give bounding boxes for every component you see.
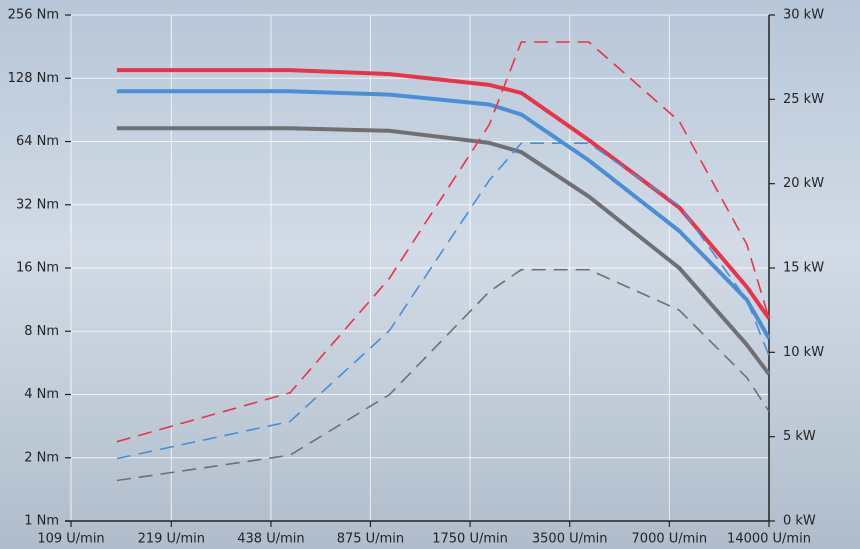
y-tick-label: 4 Nm [24, 387, 59, 402]
x-tick-label: 219 U/min [138, 532, 205, 547]
y2-tick-label: 15 kW [783, 261, 824, 276]
y-tick-label: 128 Nm [8, 71, 59, 86]
y-tick-label: 16 Nm [16, 261, 59, 276]
y2-tick-label: 0 kW [783, 514, 816, 529]
page: {"chart_data": { "type": "line", "x": [1… [0, 0, 860, 549]
y2-tick-label: 5 kW [783, 429, 816, 444]
background [0, 0, 860, 549]
y-tick-label: 32 Nm [16, 197, 59, 212]
x-tick-label: 109 U/min [37, 532, 104, 547]
y-tick-label: 64 Nm [16, 134, 59, 149]
chart: 109 U/min 219 U/min 438 U/min 875 U/min 1750… [0, 0, 860, 549]
y-tick-label: 256 Nm [8, 8, 59, 23]
x-tick-label: 1750 U/min [432, 532, 508, 547]
x-tick-label: 438 U/min [237, 532, 304, 547]
x-tick-label: 7000 U/min [632, 532, 708, 547]
y-tick-label: 2 Nm [24, 450, 59, 465]
y-tick-label: 8 Nm [24, 324, 59, 339]
y-tick-label: 1 Nm [24, 514, 59, 529]
x-tick-label: 14000 U/min [727, 532, 811, 547]
x-tick-label: 875 U/min [337, 532, 404, 547]
y2-tick-label: 25 kW [783, 92, 824, 107]
y2-tick-label: 30 kW [783, 8, 824, 23]
y2-tick-label: 20 kW [783, 176, 824, 191]
x-tick-label: 3500 U/min [532, 532, 608, 547]
y2-tick-label: 10 kW [783, 345, 824, 360]
